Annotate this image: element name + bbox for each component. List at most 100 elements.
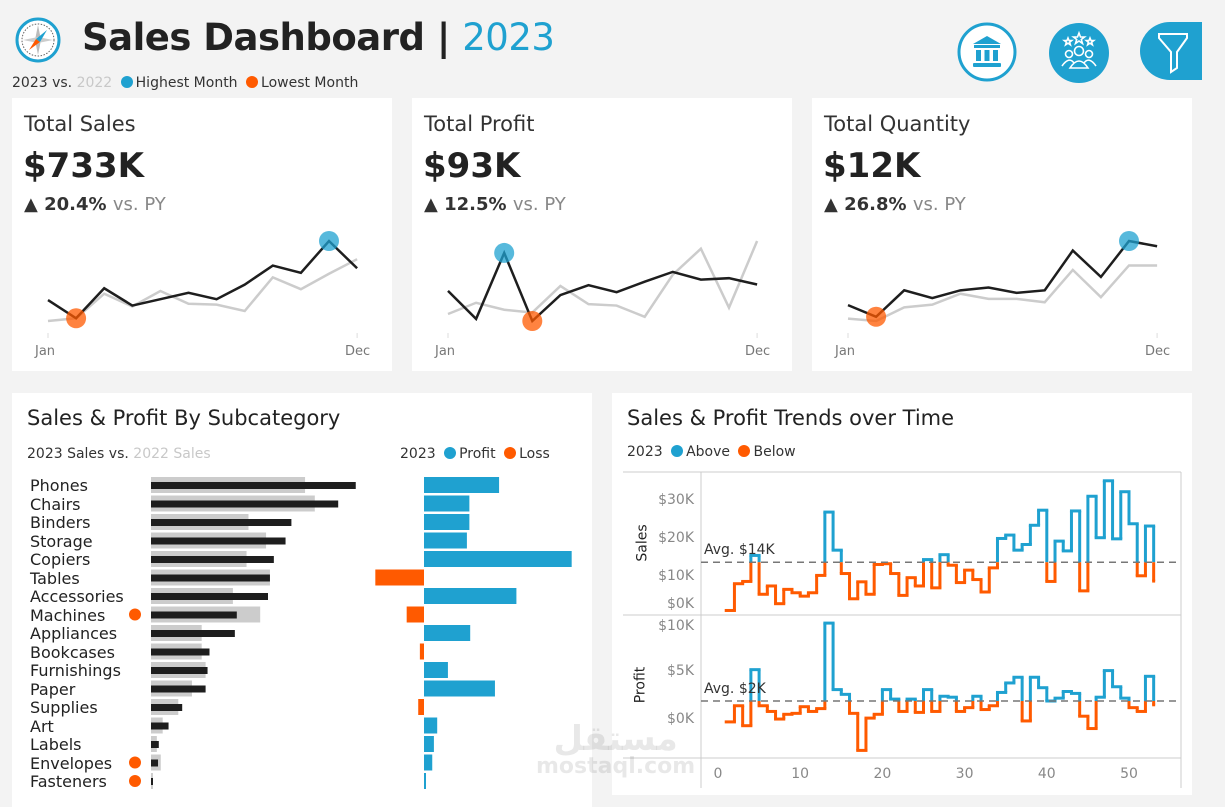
subcategory-label: Binders: [30, 513, 91, 532]
subcategory-label: Phones: [30, 476, 88, 495]
sales-y-tick: $10K: [658, 568, 694, 584]
profit-bar: [424, 588, 517, 604]
sales-2023-bar: [151, 722, 169, 730]
sparkline-previous-year: [847, 264, 1158, 323]
customers-button[interactable]: [1048, 22, 1110, 84]
profit-bar: [424, 773, 426, 789]
subcategory-label: Chairs: [30, 494, 81, 514]
x-tick: 20: [873, 766, 892, 782]
subcategory-label: Paper: [30, 679, 76, 699]
legend-lowest: Lowest Month: [261, 75, 359, 91]
sales-2023-bar: [151, 593, 268, 600]
lowest-month-marker: [66, 308, 87, 329]
title-text: Sales Dashboard: [82, 16, 425, 59]
logo: [14, 16, 62, 64]
loss-bar: [406, 606, 424, 623]
subcategory-label: Labels: [30, 735, 82, 754]
kpi-title: Total Quantity: [824, 112, 971, 136]
trends-legend-above: Above: [686, 444, 731, 460]
sales-axis-title: Sales: [634, 524, 651, 562]
trends-legend-year: 2023: [627, 444, 663, 460]
kpi-title: Total Profit: [424, 112, 535, 136]
sparkline-start-label: Jan: [35, 344, 56, 359]
subcategory-label: Fasteners: [30, 772, 107, 791]
profit-dot-icon: [444, 447, 457, 459]
sparkline-previous-year: [47, 258, 358, 323]
sparkline-current-year: [447, 249, 758, 324]
profit-legend: 2023 Profit Loss: [400, 446, 550, 462]
up-arrow-icon: ▲: [424, 194, 438, 215]
filter-icon: [1140, 22, 1202, 80]
kpi-value: $733K: [23, 146, 144, 186]
x-tick: 50: [1120, 766, 1138, 782]
sales-legend-previous: 2022 Sales: [133, 446, 211, 462]
x-tick: 30: [955, 766, 974, 782]
subcategory-label: Envelopes: [30, 753, 113, 773]
profit-y-tick: $5K: [667, 663, 694, 679]
legend-current: 2023 vs.: [12, 75, 73, 91]
highest-month-marker: [319, 231, 339, 251]
sparkline-current-year: [847, 239, 1158, 319]
profit-bar: [424, 662, 448, 678]
subcategory-label: Accessories: [30, 587, 124, 606]
up-arrow-icon: ▲: [24, 194, 38, 215]
kpi-vs-label: vs. PY: [112, 194, 166, 215]
subcategory-label: Machines: [30, 605, 106, 625]
sparkline-current-year: [47, 239, 358, 320]
sales-y-tick: $0K: [667, 596, 694, 612]
title-year: 2023: [462, 16, 555, 59]
bank-button[interactable]: [957, 22, 1017, 82]
sales-y-tick: $30K: [658, 492, 694, 508]
page-title: Sales Dashboard | 2023: [82, 16, 555, 59]
kpi-delta-value: 20.4%: [44, 194, 107, 215]
sales-2023-bar: [151, 778, 153, 785]
trends-legend-below: Below: [753, 444, 796, 460]
sales-2023-bar: [151, 704, 183, 711]
loss-dot-icon: [504, 447, 517, 459]
sales-2023-bar: [151, 556, 274, 563]
kpi-vs-label: vs. PY: [912, 194, 966, 215]
filter-button[interactable]: [1140, 22, 1202, 80]
subcategory-title: Sales & Profit By Subcategory: [27, 406, 341, 430]
highest-dot-icon: [120, 76, 133, 88]
sales-y-tick: $20K: [658, 530, 694, 546]
sparkline-previous-year: [447, 240, 759, 319]
profit-bar: [424, 754, 433, 771]
subcategory-label: Supplies: [30, 698, 98, 717]
kpi-delta: ▲ 20.4% vs. PY: [24, 194, 166, 215]
profit-y-tick: $0K: [667, 711, 694, 727]
lowest-month-marker: [866, 306, 887, 327]
lowest-dot-icon: [246, 76, 259, 88]
below-dot-icon: [738, 445, 751, 457]
profit-bar: [424, 551, 572, 567]
profit-bar: [424, 736, 434, 752]
sparkline-end-label: Dec: [345, 344, 371, 359]
sales-2023-bar: [151, 537, 286, 545]
sales-legend: 2023 Sales vs. 2022 Sales: [27, 446, 211, 462]
profit-bar: [424, 477, 500, 493]
x-tick: 10: [791, 766, 810, 782]
profit-bar: [424, 532, 467, 549]
subcategory-label: Tables: [30, 568, 80, 588]
sales-2023-bar: [151, 482, 356, 489]
kpi-delta-value: 26.8%: [844, 194, 907, 215]
title-separator: |: [436, 16, 451, 59]
subcategory-label: Bookcases: [30, 642, 115, 662]
x-tick: 40: [1037, 766, 1056, 782]
bank-icon: [957, 22, 1017, 82]
subcategory-label: Furnishings: [30, 661, 121, 680]
profit-legend-loss: Loss: [519, 446, 550, 462]
x-tick: 0: [713, 766, 723, 782]
watermark: مستقل mostaql.com: [536, 722, 695, 778]
kpi-delta: ▲ 12.5% vs. PY: [424, 194, 566, 215]
highest-month-marker: [1119, 231, 1139, 251]
above-dot-icon: [671, 445, 684, 457]
subcategory-label: Storage: [30, 531, 93, 551]
sparkline-start-label: Jan: [435, 344, 456, 359]
profit-bar: [424, 717, 438, 734]
trends-title: Sales & Profit Trends over Time: [627, 406, 955, 430]
loss-bar: [418, 699, 424, 715]
legend-highest: Highest Month: [135, 75, 238, 91]
profit-bar: [424, 625, 471, 641]
